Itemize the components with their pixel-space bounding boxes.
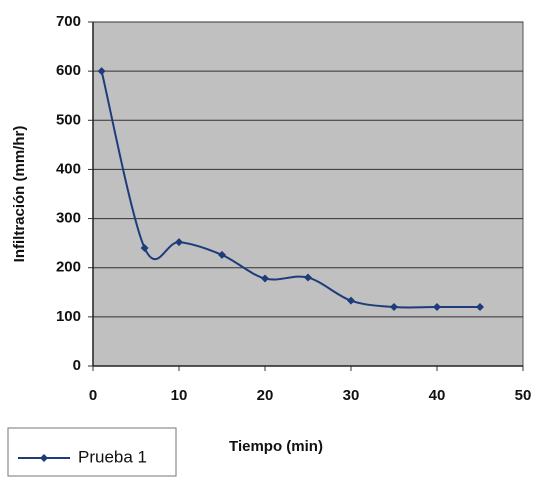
x-tick-label: 50 bbox=[515, 387, 532, 404]
x-tick-label: 40 bbox=[429, 387, 446, 404]
x-tick-label: 0 bbox=[89, 387, 97, 404]
plot-area bbox=[92, 21, 524, 367]
data-point bbox=[261, 274, 269, 283]
y-tick-label: 600 bbox=[56, 62, 81, 79]
data-point bbox=[433, 303, 441, 312]
y-tick-label: 700 bbox=[56, 13, 81, 30]
y-tick-label: 0 bbox=[73, 357, 81, 374]
legend-box bbox=[7, 427, 177, 477]
legend-label: Prueba 1 bbox=[78, 447, 147, 466]
x-tick-label: 10 bbox=[171, 387, 188, 404]
data-point bbox=[218, 250, 226, 259]
legend: Prueba 1 bbox=[7, 427, 177, 477]
y-tick-label: 500 bbox=[56, 111, 81, 128]
data-point bbox=[347, 296, 355, 305]
x-tick-label: 20 bbox=[257, 387, 274, 404]
data-point bbox=[304, 273, 312, 282]
data-point bbox=[97, 67, 106, 76]
x-tick-label: 30 bbox=[343, 387, 360, 404]
y-axis-title: Infiltración (mm/hr) bbox=[11, 126, 28, 263]
y-tick-label: 300 bbox=[56, 210, 81, 227]
data-point bbox=[140, 244, 149, 253]
data-point bbox=[175, 238, 183, 247]
legend-marker bbox=[40, 454, 48, 462]
data-point bbox=[390, 303, 398, 312]
y-tick-label: 200 bbox=[56, 259, 81, 276]
x-axis-title: Tiempo (min) bbox=[229, 438, 323, 455]
y-tick-label: 400 bbox=[56, 160, 81, 177]
y-tick-label: 100 bbox=[56, 308, 81, 325]
data-point bbox=[476, 303, 484, 312]
